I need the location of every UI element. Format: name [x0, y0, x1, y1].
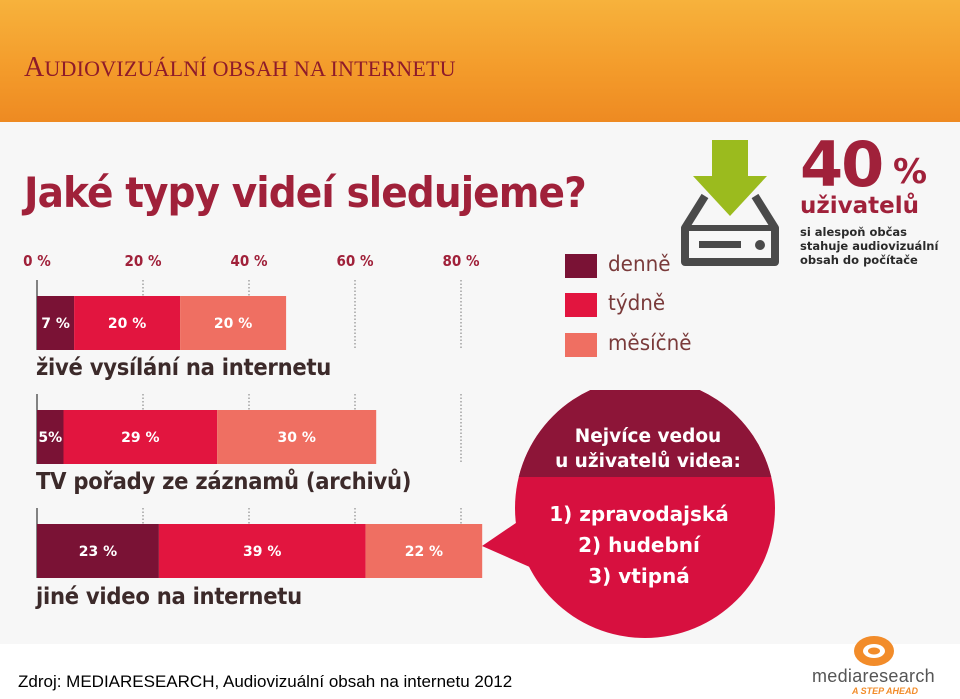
download-drive-icon — [681, 140, 779, 266]
bubble-heading-line: u uživatelů videa: — [555, 451, 741, 472]
bar-segment — [37, 296, 75, 350]
page-title: AUDIOVIZUÁLNÍ OBSAH NA INTERNETU — [24, 52, 456, 83]
bar-value-label: 22 % — [405, 544, 443, 560]
bar-segment — [63, 410, 218, 464]
bubble-heading: Nejvíce vedou u uživatelů videa: — [548, 424, 748, 474]
bar-segment — [365, 524, 483, 578]
source-note: Zdroj: MEDIARESEARCH, Audiovizuální obsa… — [18, 672, 513, 691]
stat-unit: uživatelů — [800, 193, 920, 219]
bubble-heading-line: Nejvíce vedou — [574, 426, 722, 447]
bars: 7 % 20 % 20 % 5% 29 % 30 % 23 % 39 % 22 % — [37, 296, 483, 578]
mediaresearch-logo-icon — [854, 636, 894, 666]
bubble-list-item: 3) vtipná — [588, 564, 690, 588]
legend-label: týdně — [608, 291, 666, 315]
bar-segment — [74, 296, 181, 350]
legend-swatch — [565, 293, 597, 317]
x-tick-label: 20 % — [124, 252, 162, 270]
bar-value-label: 5% — [38, 430, 62, 446]
bar-value-label: 20 % — [108, 316, 146, 332]
bar-value-label: 20 % — [214, 316, 252, 332]
stat-description: si alespoň občas stahuje audiovizuální o… — [800, 225, 939, 267]
bubble-list: 1) zpravodajská 2) hudební 3) vtipná — [534, 499, 744, 592]
bar-segment — [37, 410, 64, 464]
x-tick-label: 40 % — [230, 252, 268, 270]
bar-value-label: 7 % — [41, 316, 70, 332]
bar-segment — [37, 524, 159, 578]
logo-wordmark: mediaresearch — [812, 666, 935, 686]
legend-label: měsíčně — [608, 331, 692, 355]
x-tick-label: 0 % — [23, 252, 51, 270]
legend-swatch — [565, 254, 597, 278]
bar-value-label: 39 % — [243, 544, 281, 560]
bar-segment — [180, 296, 287, 350]
speech-bubble — [482, 390, 775, 638]
bar-value-label: 29 % — [121, 430, 159, 446]
bubble-list-item: 2) hudební — [578, 533, 700, 557]
x-tick-label: 60 % — [336, 252, 374, 270]
bar-segment — [217, 410, 377, 464]
bar-segment — [158, 524, 366, 578]
category-label-other: jiné video na internetu — [36, 584, 302, 610]
category-label-archive: TV pořady ze záznamů (archivů) — [36, 469, 412, 495]
stat-percent: % — [893, 152, 928, 192]
x-tick-label: 80 % — [442, 252, 480, 270]
chart-title: Jaké typy videí sledujeme? — [24, 168, 587, 217]
bubble-list-item: 1) zpravodajská — [549, 502, 729, 526]
bar-value-label: 23 % — [79, 544, 117, 560]
legend-label: denně — [608, 252, 671, 276]
logo-tagline: A STEP AHEAD — [852, 686, 919, 696]
legend-swatch — [565, 333, 597, 357]
header-bar: AUDIOVIZUÁLNÍ OBSAH NA INTERNETU — [0, 0, 960, 122]
stat-number: 40 — [800, 128, 884, 201]
bar-value-label: 30 % — [278, 430, 316, 446]
category-label-live: živé vysílání na internetu — [36, 355, 332, 381]
